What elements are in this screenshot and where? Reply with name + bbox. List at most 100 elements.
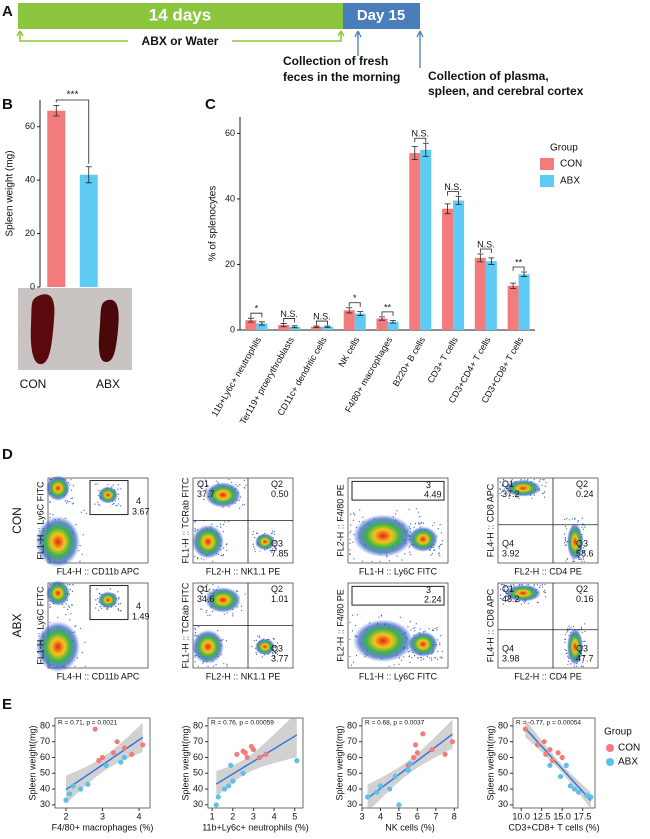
- event-dot: [275, 541, 277, 543]
- error-bar: [258, 321, 265, 326]
- event-dot: [72, 502, 74, 504]
- event-dot: [69, 588, 71, 591]
- event-dot: [69, 619, 71, 621]
- event-dot: [219, 526, 222, 528]
- point: [215, 794, 221, 800]
- error-bar: [455, 196, 462, 205]
- event-dot: [261, 656, 263, 658]
- event-dot: [420, 522, 422, 524]
- event-dot: [274, 545, 276, 547]
- event-dot: [440, 544, 442, 546]
- event-dot: [272, 638, 274, 640]
- significance-label: **: [515, 257, 523, 267]
- point: [547, 746, 553, 753]
- event-dot: [351, 614, 354, 616]
- event-dot: [350, 664, 353, 666]
- x-axis-label: FL1-H :: Ly6C FITC: [359, 671, 438, 681]
- event-dot: [410, 629, 412, 631]
- x-axis-label: FL1-H :: Ly6C FITC: [359, 566, 438, 576]
- event-dot: [523, 602, 526, 604]
- bar: [278, 325, 290, 330]
- event-dot: [564, 641, 566, 644]
- x-axis-label: 11b+Ly6c+ neutrophils (%): [202, 822, 309, 832]
- quadrant-lines: [193, 583, 293, 668]
- point: [374, 789, 380, 795]
- event-dot: [568, 519, 571, 521]
- event-dot: [545, 482, 547, 484]
- quadrant-name: Q2: [576, 479, 588, 489]
- event-dot: [509, 495, 512, 497]
- gate: [89, 585, 129, 621]
- point: [63, 797, 69, 803]
- event-dot: [244, 593, 246, 595]
- significance-bracket: [512, 266, 525, 271]
- event-dot: [432, 629, 434, 631]
- event-dot: [118, 503, 120, 505]
- event-dot: [272, 532, 274, 534]
- event-dot: [349, 553, 351, 555]
- event-dot: [404, 553, 406, 555]
- error-bar: [280, 323, 287, 328]
- event-dot: [413, 655, 416, 657]
- period-bar: [18, 3, 343, 29]
- point: [70, 783, 76, 789]
- y-tick-label: 70: [40, 736, 50, 746]
- density: [205, 587, 241, 613]
- event-dot: [419, 628, 421, 630]
- legend-title: Group: [604, 727, 632, 738]
- event-dot: [581, 631, 583, 633]
- event-dot: [411, 657, 413, 659]
- point: [449, 739, 456, 745]
- event-dot: [99, 606, 101, 608]
- point: [250, 746, 257, 753]
- event-dot: [207, 484, 209, 487]
- event-dot: [359, 509, 361, 511]
- event-dot: [244, 487, 246, 489]
- significance-bracket: [381, 311, 394, 316]
- density: [46, 475, 70, 501]
- event-dot: [220, 554, 222, 557]
- event-dot: [98, 609, 100, 611]
- point: [429, 746, 435, 753]
- event-dot: [403, 656, 405, 658]
- density: [98, 591, 118, 609]
- density: [353, 514, 413, 558]
- event-dot: [223, 613, 225, 615]
- event-dot: [543, 591, 545, 593]
- event-dot: [567, 660, 570, 662]
- event-dot: [245, 484, 247, 486]
- event-dot: [200, 586, 202, 588]
- event-dot: [436, 658, 439, 660]
- event-dot: [353, 558, 355, 560]
- event-dot: [398, 663, 400, 665]
- event-dot: [422, 658, 424, 660]
- x-tick-label: 12.5: [533, 811, 551, 821]
- event-dot: [434, 627, 436, 629]
- arrow: [416, 30, 424, 68]
- event-dot: [438, 547, 440, 549]
- event-dot: [64, 500, 66, 502]
- error-bar: [53, 104, 60, 117]
- event-dot: [438, 545, 441, 547]
- panel-label: A: [2, 3, 13, 20]
- event-dot: [543, 496, 546, 498]
- event-dot: [84, 665, 87, 667]
- y-axis-label: FL4-H :: CD8 APC: [485, 588, 495, 662]
- event-dot: [352, 512, 355, 514]
- event-dot: [237, 485, 239, 487]
- event-dot: [206, 584, 208, 586]
- event-dot: [415, 508, 417, 510]
- event-dot: [544, 584, 546, 586]
- y-tick-label: 40: [498, 783, 508, 793]
- event-dot: [74, 665, 76, 667]
- point: [213, 802, 219, 808]
- event-dot: [118, 498, 120, 500]
- event-dot: [70, 479, 72, 481]
- event-dot: [81, 553, 83, 555]
- event-dot: [200, 485, 203, 487]
- event-dot: [255, 653, 258, 656]
- event-dot: [217, 586, 220, 588]
- event-dot: [577, 520, 580, 522]
